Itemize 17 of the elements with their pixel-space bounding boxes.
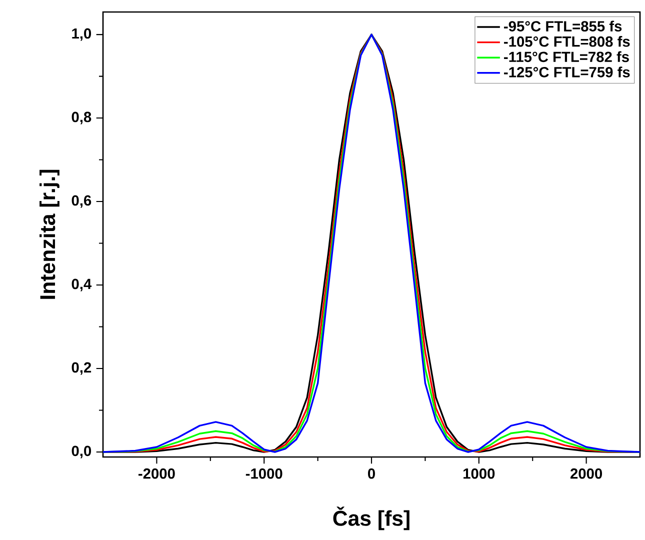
y-tick-label: 0,8 xyxy=(72,112,92,124)
x-tick-label: -2000 xyxy=(138,468,175,479)
x-tick-label: 1000 xyxy=(464,468,495,479)
y-axis-title: Intenzita [r.j.] xyxy=(40,170,60,299)
legend-label: -105°C FTL=808 fs xyxy=(504,36,630,47)
x-tick-label: 0 xyxy=(368,468,375,479)
y-tick-label: 0,6 xyxy=(72,195,92,208)
legend-label: -115°C FTL=782 fs xyxy=(504,51,629,62)
x-tick-label: 2000 xyxy=(570,468,602,479)
legend-label: -95°C FTL=855 fs xyxy=(504,20,622,32)
y-tick-label: 0,0 xyxy=(72,446,92,458)
x-axis-title: Čas [fs] xyxy=(333,506,410,530)
legend-label: -125°C FTL=759 fs xyxy=(504,66,630,78)
y-tick-label: 1,0 xyxy=(72,28,92,41)
y-tick-label: 0,4 xyxy=(72,278,92,292)
y-tick-label: 0,2 xyxy=(72,362,92,375)
x-tick-label: -1000 xyxy=(246,468,282,479)
